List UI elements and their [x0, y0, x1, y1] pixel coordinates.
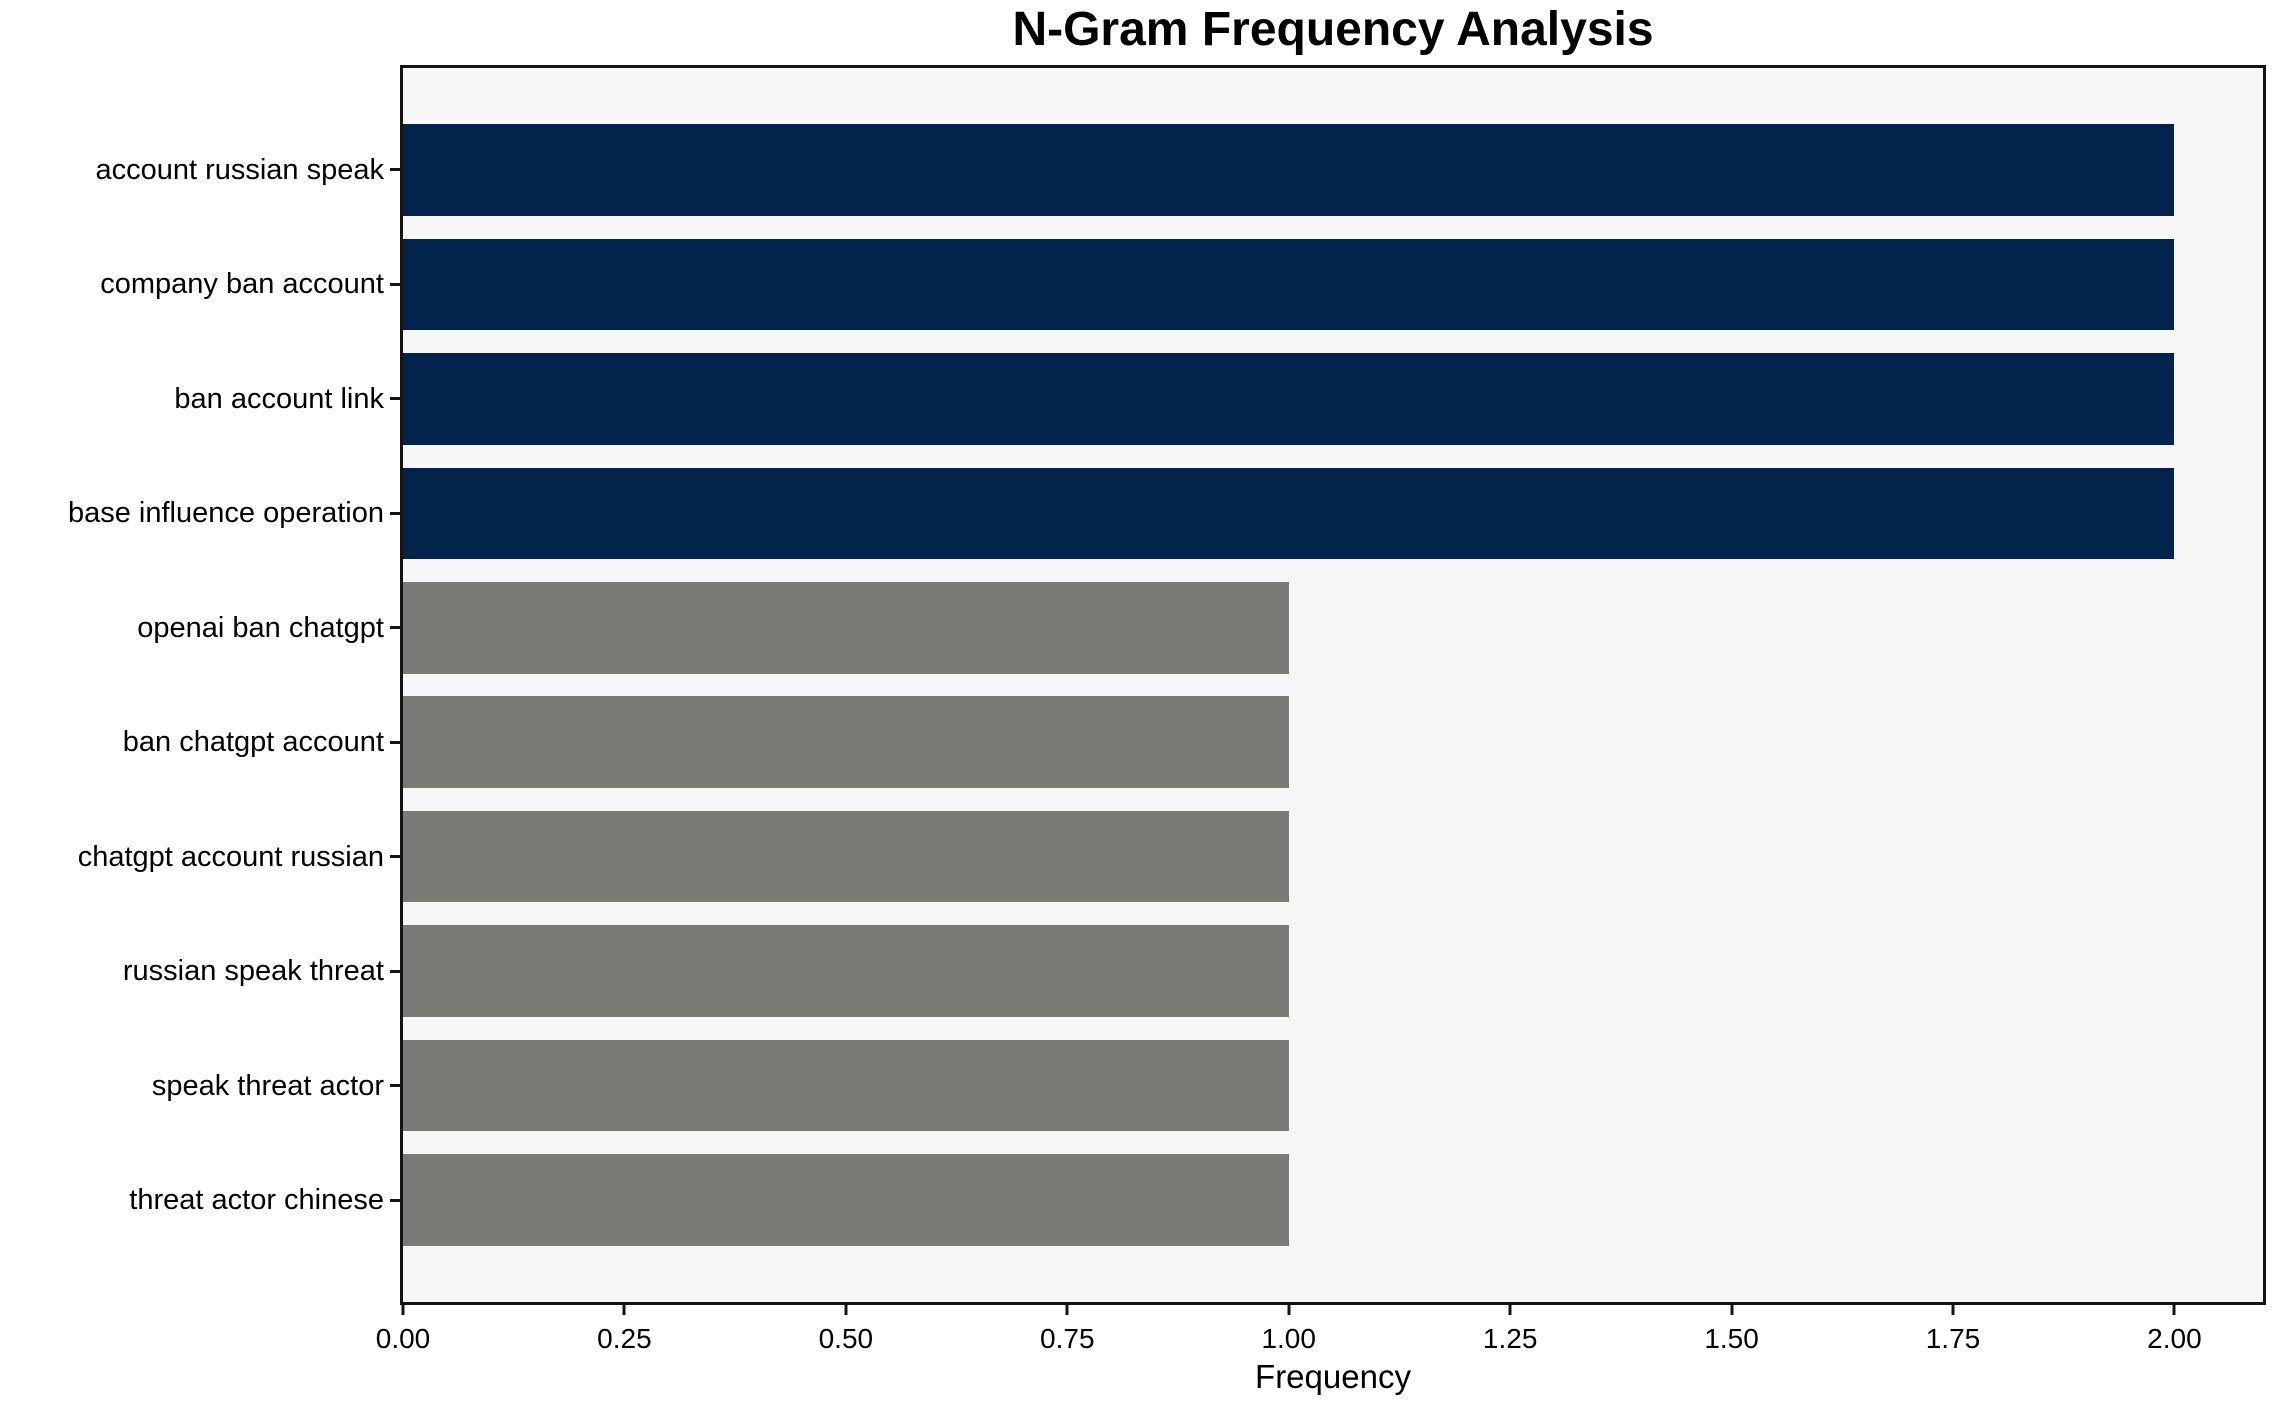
- y-tick-label: account russian speak: [95, 153, 384, 186]
- y-tick-mark: [390, 855, 400, 859]
- y-tick-label: openai ban chatgpt: [137, 611, 384, 644]
- y-axis-labels: account russian speak company ban account…: [0, 68, 384, 1302]
- x-tick-mark: [622, 1305, 626, 1315]
- x-tick-mark: [401, 1305, 405, 1315]
- chart-title: N-Gram Frequency Analysis: [1012, 3, 1654, 56]
- x-tick-mark: [1508, 1305, 1512, 1315]
- x-tick-label: 2.00: [2147, 1323, 2202, 1354]
- y-tick-label: speak threat actor: [151, 1069, 384, 1102]
- x-tick-mark: [1951, 1305, 1955, 1315]
- x-tick-label: 1.00: [1261, 1323, 1316, 1354]
- x-tick-label: 1.50: [1704, 1323, 1759, 1354]
- x-tick-mark: [1287, 1305, 1291, 1315]
- bar-account-russian-speak: [403, 124, 2175, 216]
- x-axis-ticks: 0.00 0.25 0.50 0.75 1.00 1.25 1.50 1.75 2.00: [376, 1302, 2263, 1414]
- bar-chatgpt-account-russian: [403, 810, 1289, 903]
- x-tick-label: 0.25: [597, 1323, 652, 1354]
- y-tick-mark: [390, 397, 400, 401]
- y-tick-mark: [390, 282, 400, 286]
- y-tick-label: threat actor chinese: [129, 1184, 384, 1217]
- y-tick-label: chatgpt account russian: [77, 840, 384, 873]
- y-tick-label: ban chatgpt account: [122, 726, 384, 759]
- y-tick-mark: [390, 969, 400, 973]
- x-tick-label: 1.25: [1482, 1323, 1538, 1354]
- y-tick-label: russian speak threat: [122, 955, 384, 988]
- y-tick-mark: [390, 626, 400, 630]
- bars-container: [403, 68, 2263, 1302]
- x-axis-title: Frequency: [1255, 1358, 1411, 1395]
- bar-ban-account-link: [403, 353, 2175, 445]
- x-tick-label: 1.75: [1925, 1323, 1981, 1354]
- y-tick-label: ban account link: [174, 382, 384, 415]
- y-tick-mark: [390, 1198, 400, 1202]
- y-tick-mark: [390, 168, 400, 172]
- bar-company-ban-account: [403, 238, 2175, 331]
- y-tick-mark: [390, 740, 400, 744]
- y-tick-mark: [390, 511, 400, 515]
- x-tick-mark: [2172, 1305, 2176, 1315]
- bar-base-influence-operation: [403, 467, 2175, 560]
- plot-area: [400, 65, 2266, 1305]
- bar-openai-ban-chatgpt: [403, 582, 1289, 674]
- bar-ban-chatgpt-account: [403, 696, 1289, 788]
- x-tick-mark: [1730, 1305, 1734, 1315]
- bar-russian-speak-threat: [403, 925, 1289, 1017]
- x-tick-label: 0.00: [375, 1323, 431, 1354]
- x-tick-mark: [844, 1305, 848, 1315]
- y-tick-label: company ban account: [100, 268, 384, 301]
- x-tick-label: 0.50: [818, 1323, 874, 1354]
- bar-threat-actor-chinese: [403, 1154, 1289, 1246]
- y-tick-mark: [390, 1084, 400, 1088]
- x-tick-label: 0.75: [1040, 1323, 1095, 1354]
- bar-speak-threat-actor: [403, 1039, 1289, 1132]
- y-tick-label: base influence operation: [67, 497, 384, 530]
- x-tick-mark: [1065, 1305, 1069, 1315]
